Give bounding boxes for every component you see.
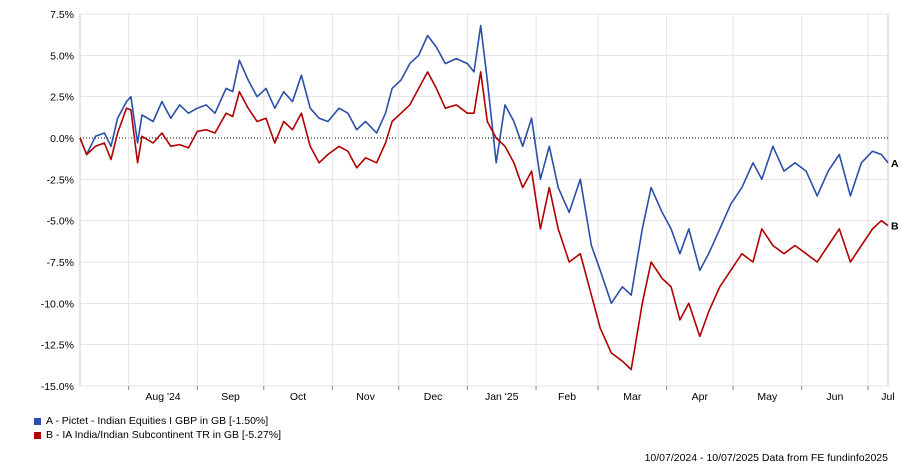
date-range-source: 10/07/2024 - 10/07/2025 Data from FE fun… <box>644 452 888 464</box>
x-tick-label: Feb <box>558 391 576 403</box>
legend-swatch-a <box>34 417 41 425</box>
legend-label-b: B - IA India/Indian Subcontinent TR in G… <box>46 429 282 441</box>
y-tick-label: -2.5% <box>47 174 74 186</box>
line-chart: 7.5% 5.0% 2.5% 0.0% -2.5% -5.0% -7.5% -10.0% -12… <box>41 9 899 403</box>
legend: A - Pictet - Indian Equities I GBP in GB… <box>34 414 281 442</box>
x-tick-label: Jul <box>881 391 894 403</box>
x-tick-label: Dec <box>424 391 443 403</box>
legend-item-a: A - Pictet - Indian Equities I GBP in GB… <box>34 414 281 428</box>
plot-frame <box>79 13 889 387</box>
y-axis: 7.5% 5.0% 2.5% 0.0% -2.5% -5.0% -7.5% -10.0% -12… <box>41 9 74 393</box>
y-tick-label: -10.0% <box>41 298 74 310</box>
series-line-a <box>79 24 889 305</box>
end-labels: AB <box>891 158 899 233</box>
x-tick-label: Apr <box>692 391 709 403</box>
x-tick-label: May <box>757 391 778 403</box>
series-line-b <box>79 71 889 371</box>
legend-item-b: B - IA India/Indian Subcontinent TR in G… <box>34 428 281 442</box>
series-end-label-b: B <box>891 221 899 233</box>
legend-label-a: A - Pictet - Indian Equities I GBP in GB… <box>46 415 269 427</box>
y-tick-label: 5.0% <box>50 50 74 62</box>
x-axis: Aug '24 Sep Oct Nov Dec Jan '25 Feb Mar Apr May Ju… <box>128 386 895 403</box>
x-tick-label: Mar <box>623 391 642 403</box>
y-tick-label: -15.0% <box>41 381 74 393</box>
x-tick-label: Oct <box>290 391 306 403</box>
y-tick-label: 7.5% <box>50 9 74 21</box>
legend-swatch-b <box>34 431 41 439</box>
y-tick-label: -12.5% <box>41 340 74 352</box>
y-tick-label: 2.5% <box>50 92 74 104</box>
y-tick-label: 0.0% <box>50 133 74 145</box>
x-tick-label: Aug '24 <box>145 391 180 403</box>
x-tick-label: Sep <box>221 391 240 403</box>
grid-lines <box>79 13 889 387</box>
x-tick-label: Jan '25 <box>485 391 519 403</box>
x-tick-label: Nov <box>356 391 375 403</box>
y-tick-label: -5.0% <box>47 216 74 228</box>
x-tick-label: Jun <box>826 391 843 403</box>
series-group <box>79 24 889 371</box>
series-end-label-a: A <box>891 158 899 170</box>
y-tick-label: -7.5% <box>47 257 74 269</box>
